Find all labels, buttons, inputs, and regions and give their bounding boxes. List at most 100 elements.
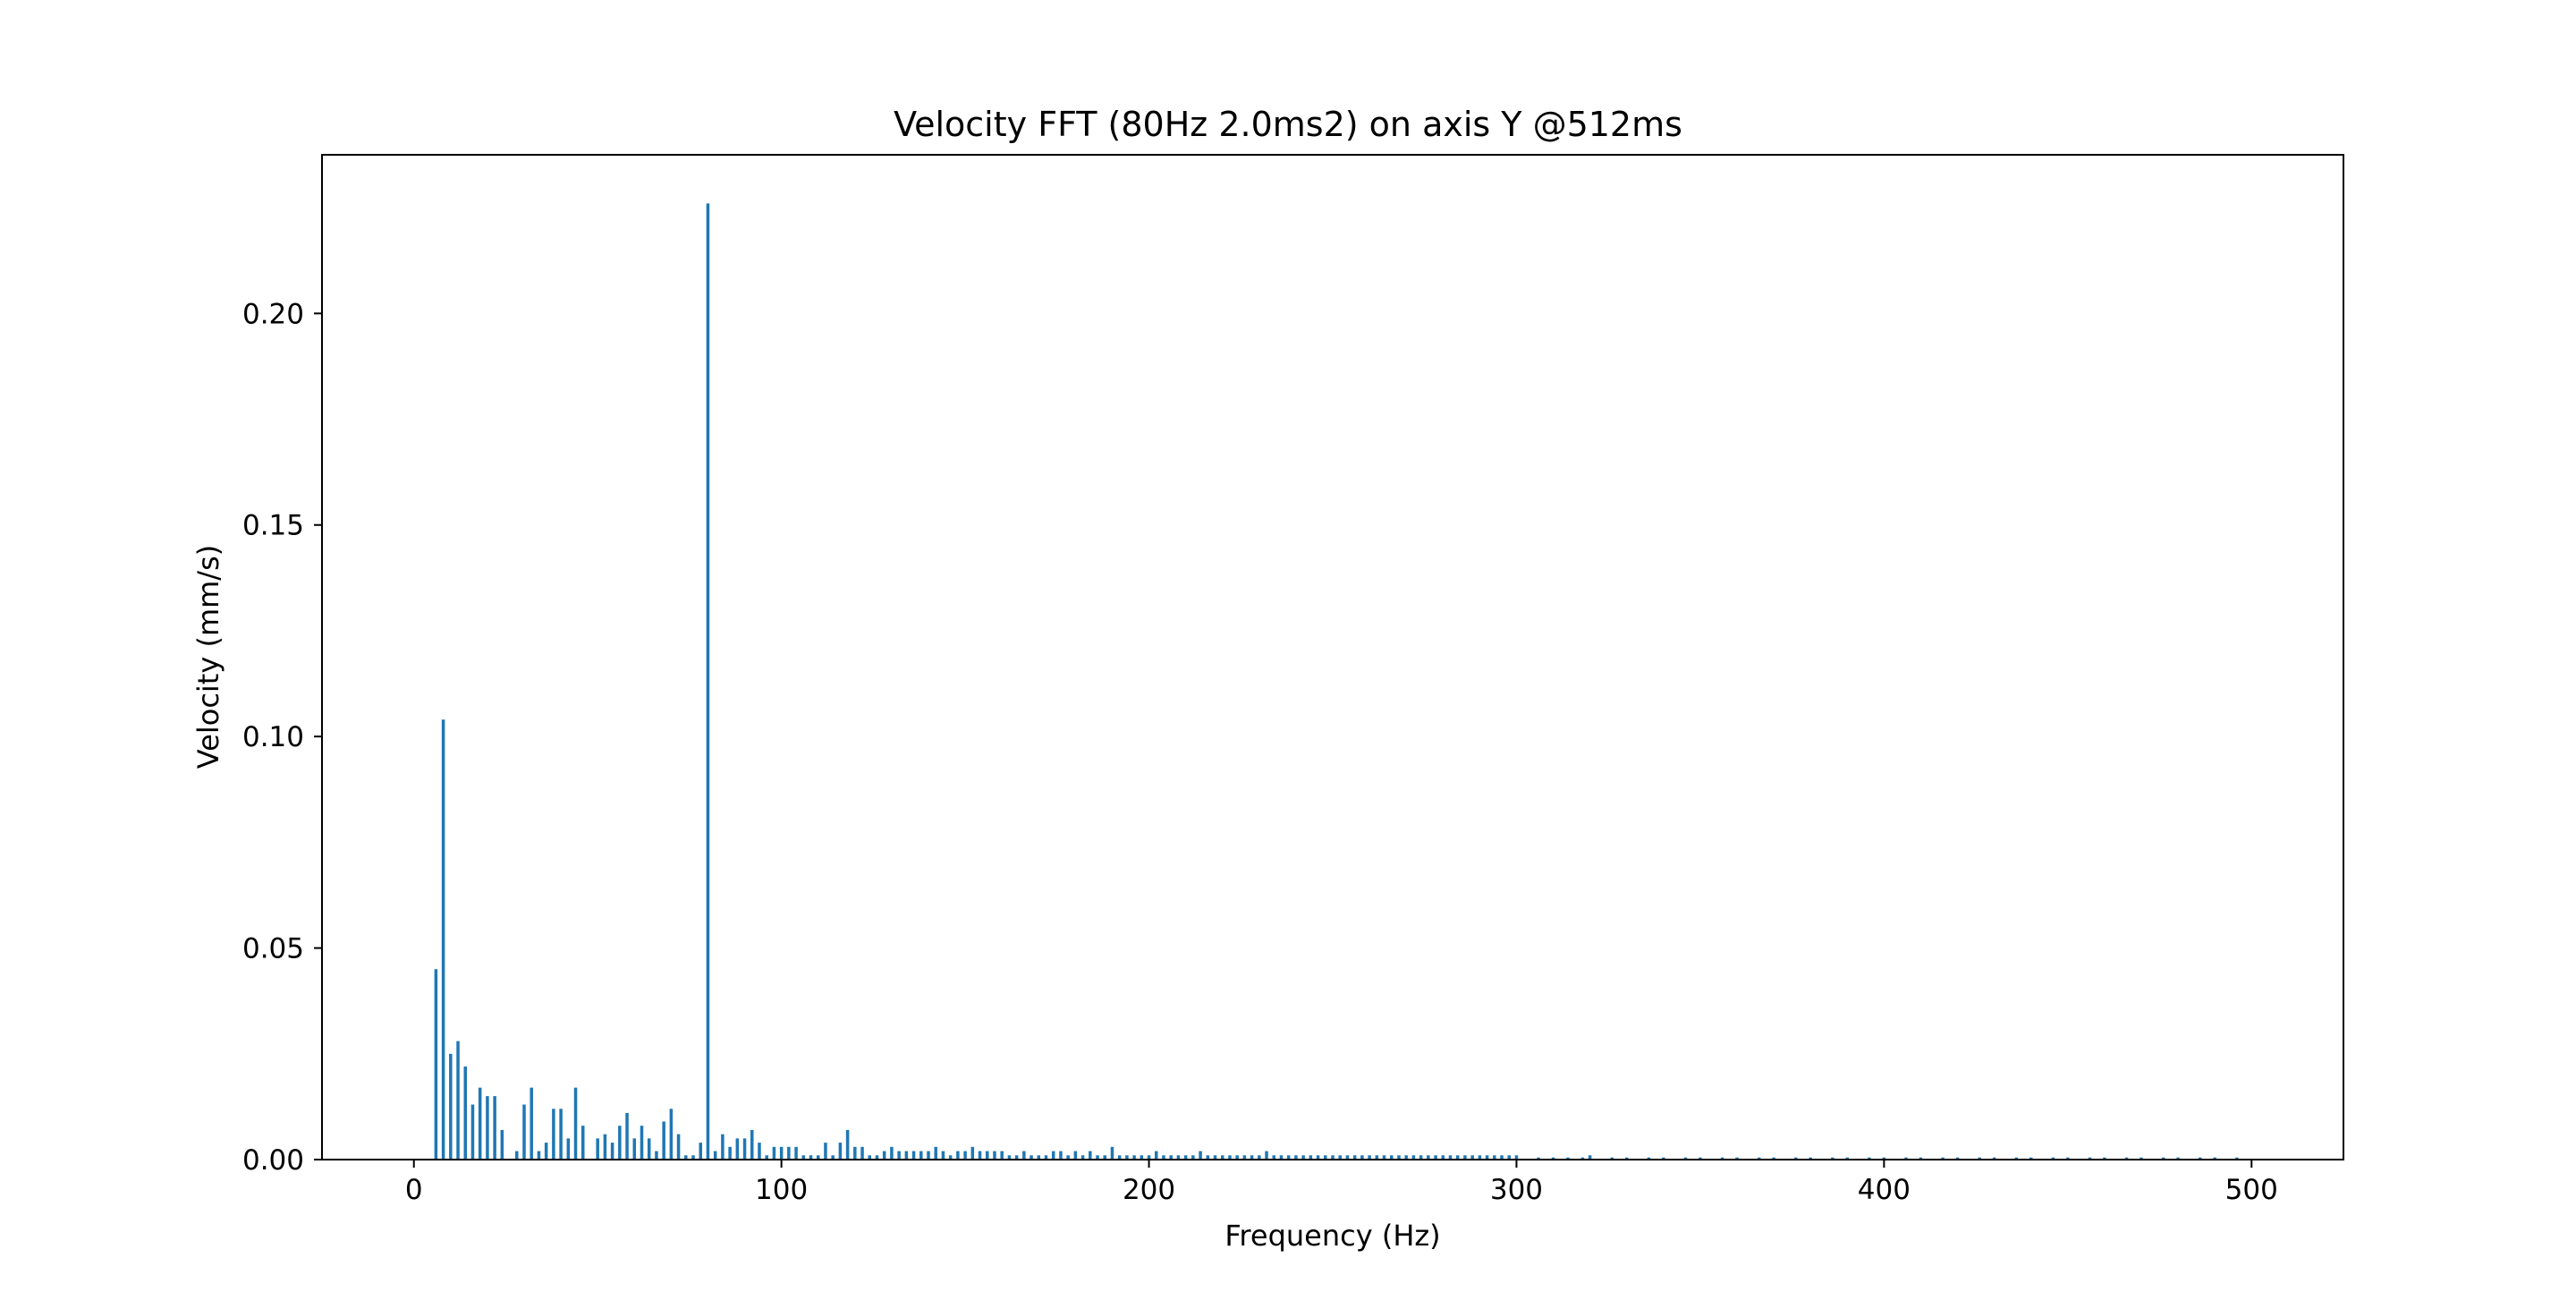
fft-bar [596,1138,599,1160]
fft-bar [1059,1151,1063,1160]
fft-bar [1588,1155,1592,1160]
fft-bar [441,719,445,1160]
fft-bar [456,1041,460,1160]
fft-bar [919,1151,923,1160]
fft-bar [1757,1157,1761,1160]
fft-bar [1000,1151,1004,1160]
fft-bar [1500,1155,1504,1160]
fft-bar [1455,1155,1460,1160]
fft-bar [853,1146,857,1160]
fft-bar [1044,1155,1048,1160]
fft-bar [559,1109,563,1160]
fft-bar [1551,1157,1555,1160]
fft-bar [1132,1155,1136,1160]
fft-bar [530,1087,533,1160]
fft-bar [1978,1157,1981,1160]
fft-bar [463,1066,467,1160]
fft-bar [515,1151,519,1160]
fft-bar [1228,1155,1232,1160]
fft-bar [1882,1157,1886,1160]
fft-bar [1360,1155,1364,1160]
fft-bar [2029,1157,2033,1160]
fft-bar [2176,1157,2180,1160]
fft-bar [963,1151,967,1160]
fft-bar [1066,1155,1070,1160]
fft-bar [728,1146,732,1160]
fft-bar [816,1155,820,1160]
fft-bar [1955,1157,1960,1160]
fft-bar [1683,1157,1688,1160]
fft-bar [1110,1146,1114,1160]
fft-bar [655,1151,658,1160]
fft-bar [1345,1155,1350,1160]
fft-bar [566,1138,571,1160]
fft-bar [1831,1157,1835,1160]
fft-bar [2213,1157,2216,1160]
fft-bar [2066,1157,2070,1160]
fft-bar [2088,1157,2092,1160]
y-tick-label: 0.05 [242,933,304,965]
fft-bar [1794,1157,1798,1160]
fft-bar [2014,1157,2019,1160]
fft-bar [1155,1151,1158,1160]
fft-bar [1772,1157,1775,1160]
fft-bar [787,1146,791,1160]
chart-title: Velocity FFT (80Hz 2.0ms2) on axis Y @51… [894,105,1682,144]
fft-bar [1316,1155,1320,1160]
fft-bar [772,1146,776,1160]
x-tick-label: 100 [755,1174,808,1206]
fft-bar [978,1151,982,1160]
fft-bar [1485,1155,1489,1160]
fft-bar [470,1104,475,1160]
fft-bar [1411,1155,1416,1160]
fft-bar [1301,1155,1305,1160]
fft-bar [1294,1155,1298,1160]
fft-bar [809,1155,813,1160]
fft-bar [1735,1157,1739,1160]
fft-bar [1309,1155,1313,1160]
y-tick-label: 0.10 [242,721,304,753]
fft-bar [1014,1155,1019,1160]
fft-bar [904,1151,909,1160]
fft-bar [2051,1157,2055,1160]
fft-bar [1331,1155,1335,1160]
fft-bar [1404,1155,1408,1160]
y-axis-ticks: 0.00 0.05 0.10 0.15 0.20 [242,298,322,1177]
fft-bar [1191,1155,1195,1160]
fft-bar [500,1129,504,1160]
fft-bar [1007,1155,1012,1160]
fft-bar [1941,1157,1945,1160]
fft-bar [1096,1155,1099,1160]
fft-bar [1845,1157,1850,1160]
fft-bar [544,1143,548,1160]
fft-bar [1868,1157,1871,1160]
fft-bar [662,1121,665,1160]
fft-bar [970,1146,975,1160]
x-axis-label: Frequency (Hz) [1224,1219,1440,1253]
fft-bar [897,1151,901,1160]
fft-bar [1493,1155,1496,1160]
fft-bar [603,1134,607,1160]
fft-bar [845,1129,850,1160]
fft-bar [713,1151,717,1160]
y-tick-label: 0.15 [242,510,304,542]
fft-bar [1279,1155,1284,1160]
fft-bar [486,1096,489,1160]
fft-bar [765,1155,768,1160]
fft-bar [1051,1151,1055,1160]
fft-bar [1397,1155,1401,1160]
fft-bar [1390,1155,1394,1160]
fft-bar [581,1126,585,1160]
fft-bar [1507,1155,1511,1160]
fft-bar [1220,1155,1224,1160]
fft-bar [1720,1157,1724,1160]
fft-bar [1206,1155,1210,1160]
fft-bar [1448,1155,1453,1160]
fft-bar [986,1151,989,1160]
fft-bar [1258,1155,1261,1160]
fft-bar [860,1146,864,1160]
fft-bar [1514,1155,1519,1160]
fft-bar [1610,1157,1614,1160]
fft-bar [1434,1155,1437,1160]
